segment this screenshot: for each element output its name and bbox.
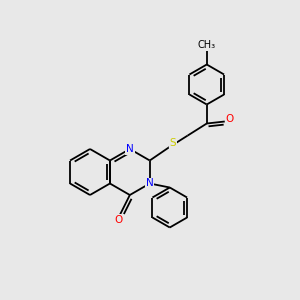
- Text: O: O: [115, 215, 123, 225]
- Text: S: S: [169, 139, 176, 148]
- Text: CH₃: CH₃: [198, 40, 216, 50]
- Text: O: O: [226, 115, 234, 124]
- Text: N: N: [126, 144, 134, 154]
- Text: N: N: [146, 178, 154, 188]
